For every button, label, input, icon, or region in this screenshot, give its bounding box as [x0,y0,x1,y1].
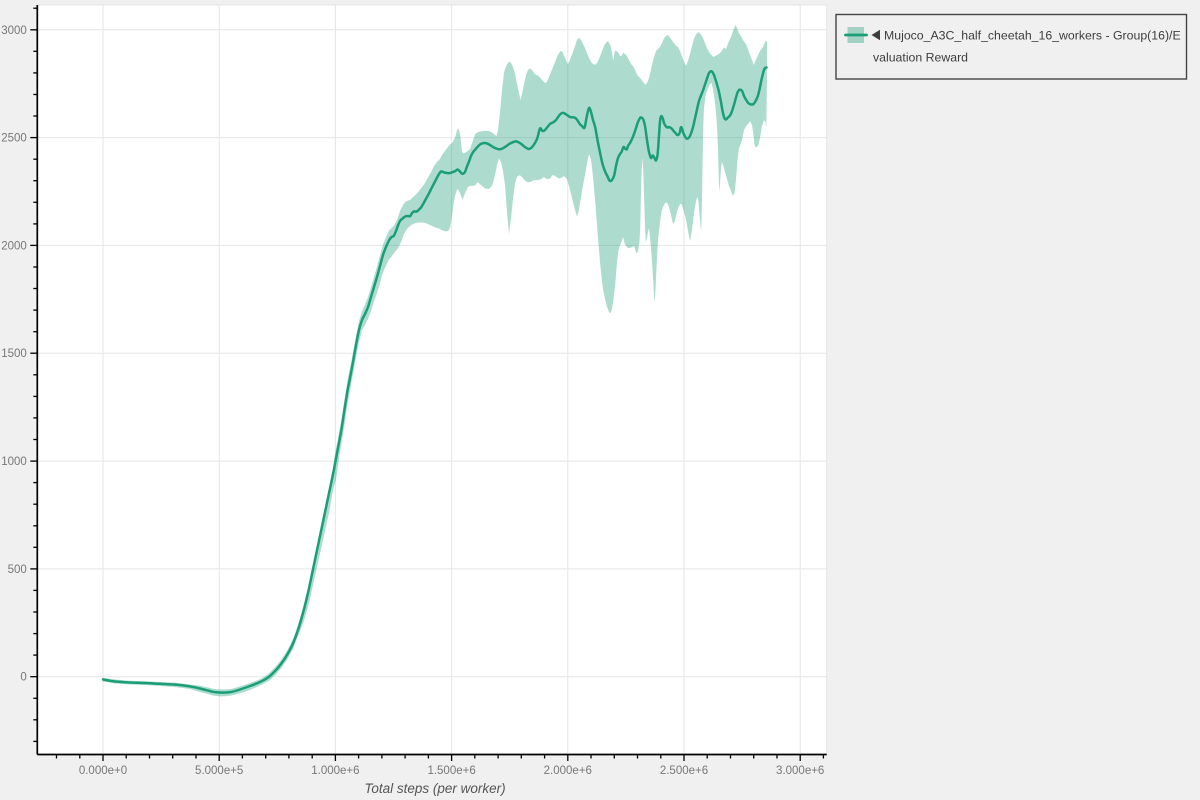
svg-text:2000: 2000 [1,240,27,252]
svg-text:1.000e+6: 1.000e+6 [311,765,359,777]
svg-text:500: 500 [8,564,27,576]
svg-text:1.500e+6: 1.500e+6 [427,765,475,777]
svg-text:Mujoco_A3C_half_cheetah_16_wor: Mujoco_A3C_half_cheetah_16_workers - Gro… [884,29,1181,43]
svg-text:0.000e+0: 0.000e+0 [79,765,127,777]
svg-text:Total steps (per worker): Total steps (per worker) [364,781,505,796]
svg-text:1500: 1500 [1,348,27,360]
svg-text:3000: 3000 [1,25,27,37]
svg-text:2.000e+6: 2.000e+6 [544,765,592,777]
svg-text:3.000e+6: 3.000e+6 [776,765,824,777]
svg-text:5.000e+5: 5.000e+5 [195,765,243,777]
svg-text:0: 0 [20,672,26,684]
svg-text:valuation Reward: valuation Reward [873,51,968,65]
svg-text:2500: 2500 [1,133,27,145]
svg-text:2.500e+6: 2.500e+6 [660,765,708,777]
svg-text:1000: 1000 [1,456,27,468]
